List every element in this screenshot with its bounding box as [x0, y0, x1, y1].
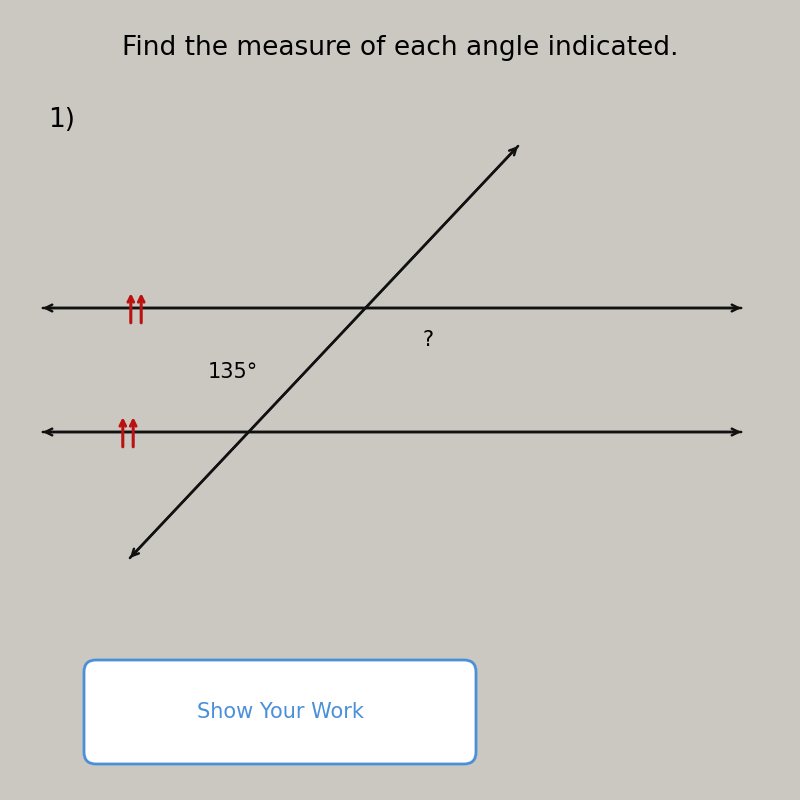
Text: ?: ? [422, 330, 434, 350]
FancyBboxPatch shape [84, 660, 476, 764]
Text: Find the measure of each angle indicated.: Find the measure of each angle indicated… [122, 35, 678, 61]
Text: 135°: 135° [208, 362, 258, 382]
Text: Show Your Work: Show Your Work [197, 702, 363, 722]
Text: 1): 1) [48, 107, 75, 133]
